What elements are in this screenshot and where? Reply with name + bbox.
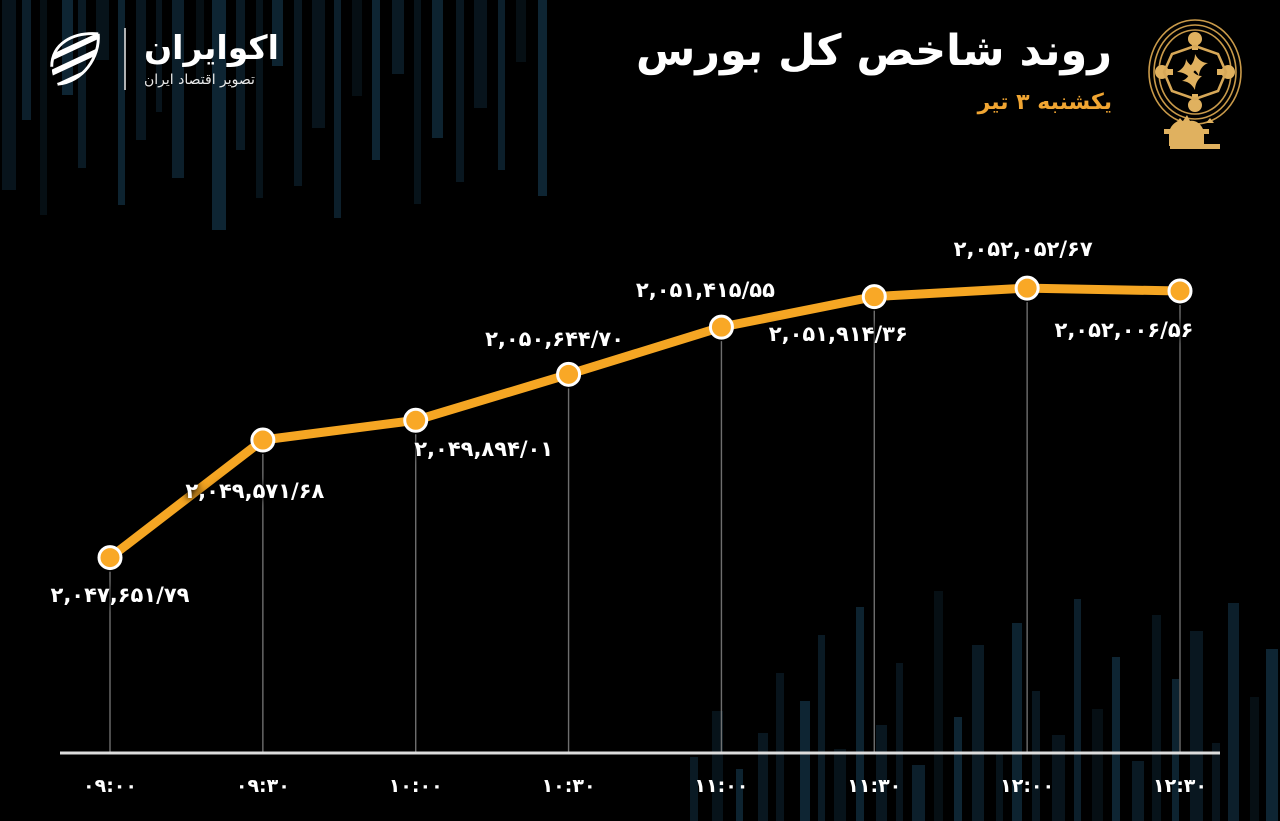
data-point-marker[interactable] [250,427,276,453]
brand-name: اکوایران [144,28,279,67]
data-point-marker[interactable] [556,361,582,387]
data-point-label: ۲,۰۵۱,۹۱۴/۳۶ [768,321,908,346]
data-point-marker[interactable] [1014,275,1040,301]
data-point-label: ۲,۰۵۱,۴۱۵/۵۵ [635,278,775,303]
chart-plot-area: ۲,۰۴۷,۶۵۱/۷۹ ۲,۰۴۹,۵۷۱/۶۸ ۲,۰۴۹,۸۹۴/۰۱ ۲,۰۵… [0,185,1280,821]
x-axis-tick: ۱۲:۳۰ [1153,775,1207,797]
data-point-marker[interactable] [97,545,123,571]
data-point-label: ۲,۰۴۹,۸۹۴/۰۱ [414,437,554,462]
x-axis-tick: ۱۲:۰۰ [1000,775,1055,797]
x-axis-tick: ۱۱:۰۰ [694,775,749,797]
index-trend-line [105,283,1185,563]
brand-divider [124,28,126,90]
brand-text: اکوایران تصویر اقتصاد ایران [144,31,279,87]
x-axis-tick: ۱۱:۳۰ [847,775,902,797]
tehran-stock-exchange-logo-icon [1140,14,1250,156]
data-point-label: ۲,۰۴۷,۶۵۱/۷۹ [50,582,190,607]
x-axis-tick: ۱۰:۳۰ [541,775,596,797]
data-point-label: ۲,۰۴۹,۵۷۱/۶۸ [185,479,325,504]
x-axis-tick: ۰۹:۰۰ [83,775,137,797]
page-title: روند شاخص کل بورس [635,26,1112,76]
date-subtitle: یکشنبه ۳ تیر [977,90,1112,115]
eco-swoosh-icon [44,28,106,90]
x-axis-tick: ۰۹:۳۰ [235,775,290,797]
chart-svg [60,275,1220,755]
brand-logo: اکوایران تصویر اقتصاد ایران [44,28,279,90]
gridlines [109,302,1181,753]
data-point-marker[interactable] [861,284,887,310]
data-point-marker[interactable] [1167,278,1193,304]
data-point-marker[interactable] [708,314,734,340]
data-point-label: ۲,۰۵۲,۰۰۶/۵۶ [1054,317,1194,342]
header: اکوایران تصویر اقتصاد ایران [0,0,1280,185]
data-point-markers [97,275,1193,571]
data-point-label: ۲,۰۵۲,۰۵۲/۶۷ [953,237,1093,262]
title-block: روند شاخص کل بورس یکشنبه ۳ تیر [636,26,1112,115]
brand-tagline: تصویر اقتصاد ایران [144,72,255,88]
data-point-marker[interactable] [403,407,429,433]
data-point-label: ۲,۰۵۰,۶۴۴/۷۰ [485,327,625,352]
x-axis-tick: ۱۰:۰۰ [388,775,443,797]
